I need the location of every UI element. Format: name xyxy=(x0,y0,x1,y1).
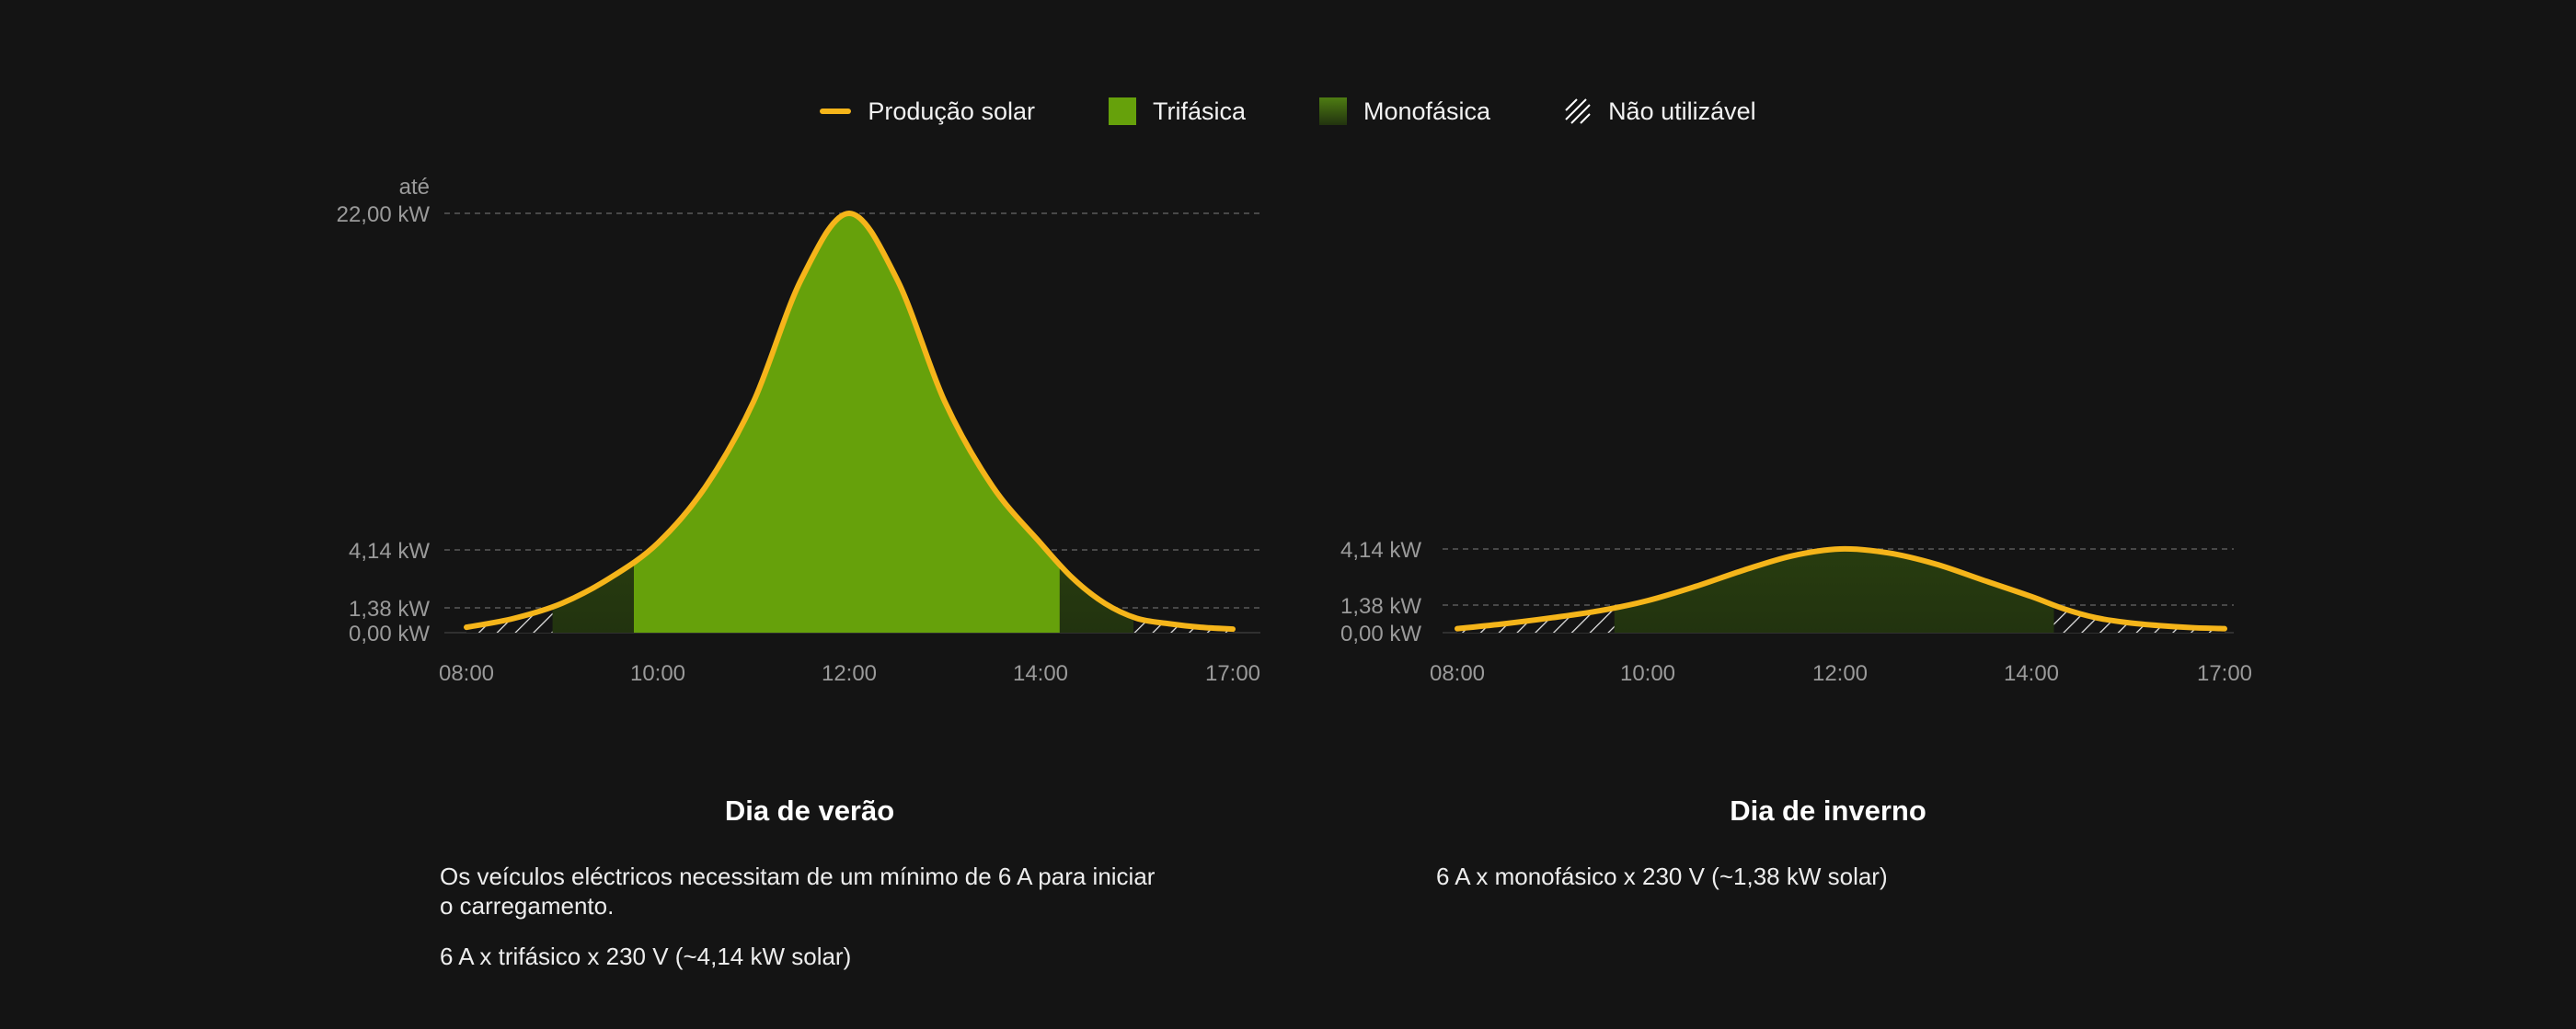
winter-zone-monofasica xyxy=(1614,548,2054,633)
summer-zone-unusable xyxy=(1133,213,1233,633)
summer-zone-unusable xyxy=(466,213,553,633)
legend-item-monofasica: Monofásica xyxy=(1318,97,1491,126)
winter-chart: 0,00 kW 1,38 kW 4,14 kW 08:00 10:00 12:00 14:0… xyxy=(1340,538,2252,686)
winter-x-tick-label: 08:00 xyxy=(1430,661,1485,686)
summer-y-tick-label: 0,00 kW xyxy=(349,622,430,646)
summer-caption-line2: o carregamento. xyxy=(440,892,615,920)
legend-swatch-trifasica xyxy=(1108,97,1136,125)
winter-x-tick-label: 14:00 xyxy=(2004,661,2059,686)
winter-zone-unusable xyxy=(2053,548,2225,633)
summer-y-tick-label: 22,00 kW xyxy=(337,202,431,227)
summer-x-tick-label: 10:00 xyxy=(630,661,685,686)
winter-y-tick-label: 1,38 kW xyxy=(1340,594,1421,619)
summer-y-tick-label: 4,14 kW xyxy=(349,539,430,564)
summer-zones xyxy=(466,213,1233,633)
winter-zones xyxy=(1457,548,2225,633)
winter-solar-line xyxy=(1455,545,2227,632)
summer-zone-trifasica xyxy=(634,213,1060,633)
legend-label-monofasica: Monofásica xyxy=(1363,97,1491,125)
winter-x-tick-label: 12:00 xyxy=(1812,661,1868,686)
legend-swatch-unusable xyxy=(1565,98,1591,124)
legend-swatch-solar xyxy=(820,109,852,114)
winter-caption-title: Dia de inverno xyxy=(1730,795,1926,827)
summer-x-tick-label: 08:00 xyxy=(439,661,494,686)
summer-y-tick-label: 1,38 kW xyxy=(349,597,430,622)
legend-swatch-monofasica xyxy=(1318,97,1347,125)
summer-caption-line1: Os veículos eléctricos necessitam de um … xyxy=(440,863,1156,890)
legend-item-unusable: Não utilizável xyxy=(1564,97,1756,126)
legend-label-unusable: Não utilizável xyxy=(1608,97,1756,125)
legend-item-solar: Produção solar xyxy=(820,97,1035,126)
summer-x-tick-label: 17:00 xyxy=(1205,661,1260,686)
winter-x-tick-label: 10:00 xyxy=(1620,661,1675,686)
summer-y-tick-prefix: até xyxy=(399,175,430,200)
summer-caption-title: Dia de verão xyxy=(724,795,895,827)
winter-x-tick-label: 17:00 xyxy=(2197,661,2252,686)
chart-legend: Produção solar Trifásica Monofásica Não … xyxy=(0,88,2576,134)
summer-zone-monofasica xyxy=(1059,213,1134,633)
summer-zone-monofasica xyxy=(552,213,634,633)
legend-label-trifasica: Trifásica xyxy=(1152,97,1246,125)
summer-solar-line xyxy=(464,211,1236,633)
winter-y-tick-label: 0,00 kW xyxy=(1340,622,1421,646)
winter-y-tick-label: 4,14 kW xyxy=(1340,538,1421,563)
legend-item-trifasica: Trifásica xyxy=(1108,97,1246,126)
summer-caption-line3: 6 A x trifásico x 230 V (~4,14 kW solar) xyxy=(440,943,852,970)
winter-zone-unusable xyxy=(1457,548,1615,633)
summer-x-tick-label: 14:00 xyxy=(1013,661,1068,686)
summer-x-tick-label: 12:00 xyxy=(822,661,877,686)
winter-caption-line1: 6 A x monofásico x 230 V (~1,38 kW solar… xyxy=(1436,863,1888,890)
legend-label-solar: Produção solar xyxy=(868,97,1035,125)
